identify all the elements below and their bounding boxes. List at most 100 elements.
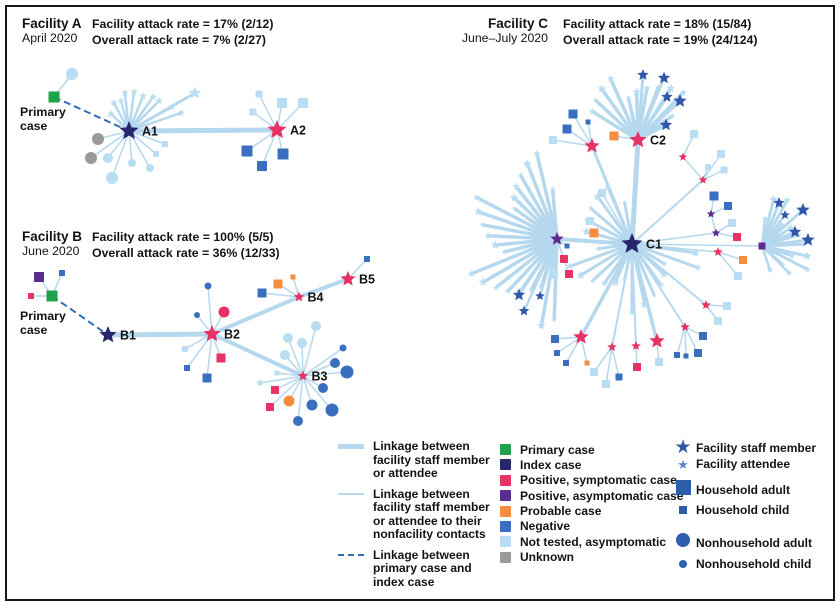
facility-B-network: B1 B2 B3 B4 B5 [28, 256, 375, 426]
node-A-r7 [257, 161, 267, 171]
attendee-star-node [655, 84, 662, 90]
edge-B5-e1 [347, 258, 368, 280]
attendee-star-node [593, 97, 599, 103]
attendee-star-node [610, 277, 620, 287]
node-C-m6 [761, 215, 769, 222]
positive-asymptomatic-swatch [500, 490, 511, 502]
edge-B3-f11 [302, 371, 348, 377]
node-B-d2 [273, 279, 283, 289]
staff-star-icon: ★ [674, 437, 692, 458]
household-child-icon [670, 501, 696, 519]
fan-ray [539, 238, 559, 326]
household-adult-icon [670, 480, 696, 500]
node-C-w4 [717, 150, 725, 158]
facility-c-name: Facility C [487, 16, 548, 31]
fan-ray [761, 233, 799, 248]
fan-ray [482, 237, 558, 284]
legend-shape-item: Household adult [670, 480, 816, 500]
edge-B4-d3 [292, 276, 300, 298]
attendee-star-node [504, 287, 512, 294]
edge-w1-w4 [702, 153, 722, 181]
node-C-z2 [535, 291, 545, 300]
node-C-v1 [711, 228, 721, 237]
attendee-star-node [551, 316, 557, 322]
attendee-star-icon: ★ [677, 456, 689, 472]
legend-label: Probable case [520, 504, 602, 519]
edge-A1-s8 [128, 100, 160, 132]
attendee-star-node [493, 285, 499, 291]
node-B-B1 [99, 326, 117, 343]
attendee-star-node [588, 107, 596, 115]
fan-ray [761, 242, 805, 248]
edge-B3-f16 [302, 347, 344, 377]
legend-case-item: Positive, symptomatic case [500, 473, 683, 487]
attendee-star-node [794, 231, 802, 238]
legend-shape-item: ★ Facility staff member [670, 437, 816, 458]
node-C-hL [550, 232, 564, 245]
node-C-og [609, 131, 619, 141]
node-B-q1 [182, 346, 188, 352]
attendee-star-node [694, 263, 702, 271]
attendee-star-node [597, 84, 607, 93]
node-C-v6 [733, 233, 741, 241]
node-C-rc3 [734, 272, 742, 280]
facility-A-network: A1 A2 [48, 68, 308, 184]
fan-ray [525, 163, 559, 240]
node-B-B3 [297, 370, 309, 381]
fan-ray [591, 242, 634, 282]
edge-A1-q2 [128, 130, 166, 145]
node-B-q3 [216, 353, 226, 363]
edge-A1-g2 [90, 130, 130, 159]
fan-ray [631, 242, 696, 255]
node-A-A2 [267, 120, 287, 139]
node-C-n5 [659, 118, 673, 131]
node-C-m5 [801, 233, 815, 246]
attendee-star-node [474, 207, 483, 216]
attendee-star-node [523, 159, 532, 168]
fan-ray [518, 174, 559, 240]
fan-ray [586, 218, 633, 246]
node-C-v3 [709, 191, 719, 201]
legend-label: Nonhousehold adult [696, 535, 812, 550]
attendee-star-node [666, 83, 676, 93]
edge-B2-B4 [211, 295, 300, 336]
node-A-pc [48, 91, 60, 103]
edge-gb-gb2 [605, 346, 613, 385]
node-C-x2 [598, 189, 606, 197]
node-A-r5 [241, 145, 253, 157]
node-C-ge3 [694, 349, 702, 357]
node-C-w5 [720, 166, 728, 174]
thick-line-swatch [338, 444, 364, 449]
legend-label: Index case [520, 457, 582, 472]
edge-B2-q4 [206, 333, 213, 379]
attendee-star-node [479, 221, 485, 227]
edge-B4-d1 [261, 292, 300, 298]
attendee-star-node [632, 87, 642, 96]
attendee-star-node [691, 248, 700, 257]
dashed-line-swatch [338, 553, 364, 556]
legend-linkage-facility: Linkage between facility staff member or… [338, 439, 501, 481]
primary-case-swatch [500, 444, 511, 455]
node-C-C2 [629, 131, 647, 148]
edge-B1-B2 [107, 331, 213, 338]
node-B-f2 [297, 338, 307, 348]
edge-ga-ga2 [556, 336, 582, 354]
edge-pc-A1 [53, 96, 130, 132]
fan-ray [630, 243, 647, 306]
edge-B3-f8 [269, 375, 304, 408]
node-B-q4 [202, 373, 212, 383]
edge-pL-u4 [552, 139, 593, 147]
facility-a-header: Facility A April 2020 [22, 16, 82, 46]
node-C-y3 [565, 270, 573, 278]
node-C-gb2 [602, 380, 610, 388]
fan-ray [535, 152, 559, 240]
edge-ge-ge2 [684, 326, 687, 357]
node-C-ga [573, 329, 589, 344]
legend-shape-item: Household child [670, 501, 816, 519]
node-B-p1 [34, 272, 44, 282]
attendee-star-node [657, 281, 665, 288]
attendee-star-node [533, 149, 541, 157]
legend-shape-column: ★ Facility staff member ★ Facility atten… [670, 437, 816, 573]
edge-ge-ge1 [676, 326, 686, 356]
